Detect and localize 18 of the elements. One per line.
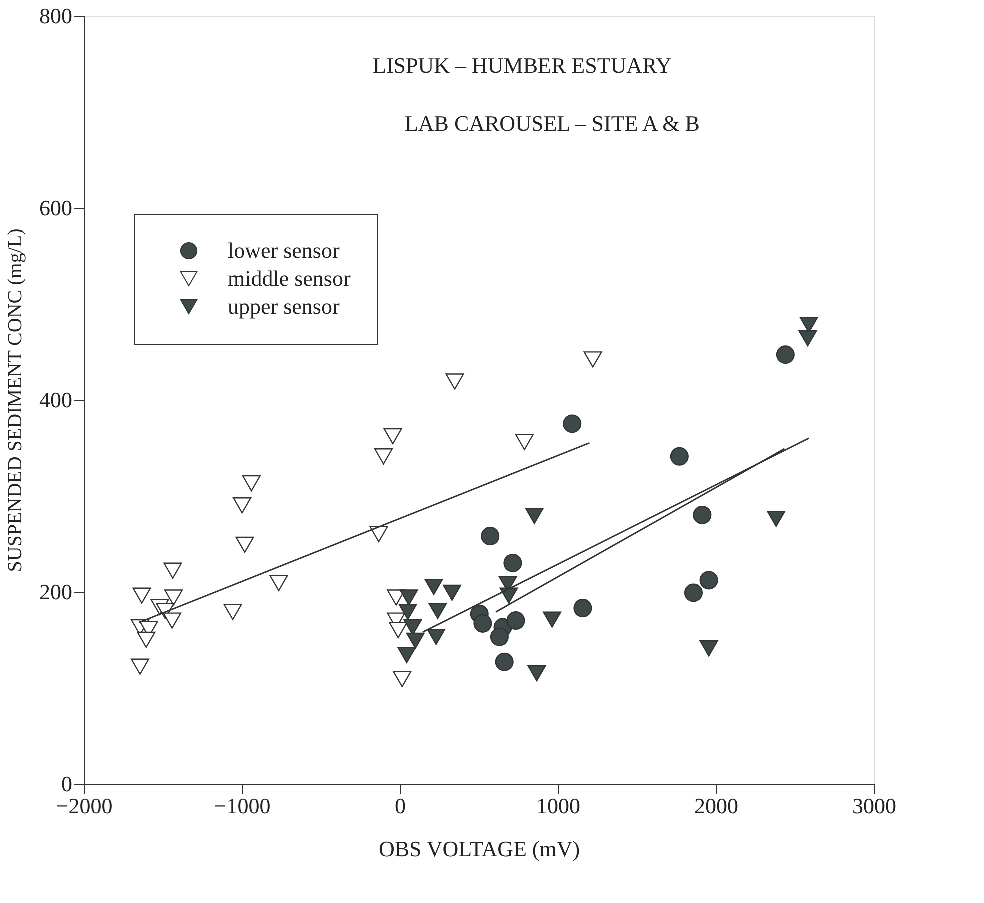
legend-label: middle sensor [228, 266, 352, 291]
x-tick-label: 2000 [694, 794, 738, 818]
legend-label: upper sensor [228, 294, 340, 319]
legend-label: lower sensor [228, 238, 340, 263]
y-tick-label: 0 [62, 772, 72, 796]
x-tick-label: 1000 [536, 794, 580, 818]
y-axis-title: SUSPENDED SEDIMENT CONC (mg/L) [4, 228, 26, 572]
x-tick-label: −2000 [56, 794, 113, 818]
x-tick-label: 0 [395, 794, 406, 818]
y-tick-label: 400 [40, 388, 72, 412]
x-tick-label: −1000 [214, 794, 271, 818]
text: LAB CAROUSEL – SITE A & B [404, 111, 700, 136]
x-tick-label: 3000 [852, 794, 896, 818]
y-tick-label: 600 [40, 196, 72, 220]
x-axis-title: OBS VOLTAGE (mV) [378, 836, 580, 862]
y-tick-label: 800 [40, 4, 72, 28]
y-tick-label: 200 [40, 580, 72, 604]
text: LISPUK – HUMBER ESTUARY [373, 53, 672, 78]
